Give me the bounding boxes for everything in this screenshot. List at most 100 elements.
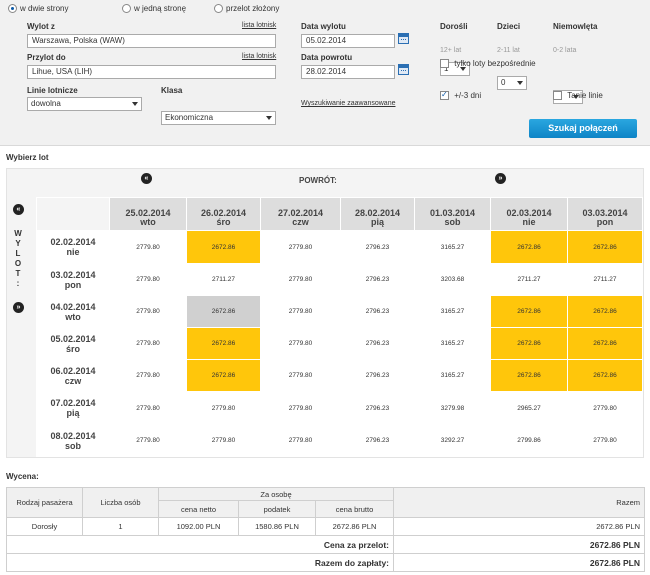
price-cell[interactable]: 2796.23 [340, 230, 415, 264]
price-cell[interactable]: 2779.80 [260, 424, 341, 457]
price-cell[interactable]: 2672.86 [490, 230, 568, 264]
price-cell[interactable]: 2779.80 [109, 424, 187, 457]
departure-vertical-char: Y [15, 239, 21, 248]
price-cell[interactable]: 2779.80 [260, 391, 341, 425]
price-cell[interactable]: 3165.27 [414, 230, 491, 264]
class-select[interactable]: Ekonomiczna [161, 111, 276, 125]
advanced-search-link[interactable]: Wyszukiwanie zaawansowane [301, 100, 396, 107]
price-cell[interactable]: 2796.23 [340, 327, 415, 360]
price-cell[interactable]: 2672.86 [186, 295, 261, 328]
return-date-column: 02.03.2014 nie [490, 197, 568, 231]
price-cell[interactable]: 2779.80 [186, 424, 261, 457]
col-tax: podatek [238, 500, 316, 518]
price-cell[interactable]: 2779.80 [109, 359, 187, 392]
chevron-down-icon [266, 116, 272, 120]
departure-vertical-char: T [15, 269, 21, 278]
prev-return-arrow-icon[interactable]: « [141, 173, 152, 184]
to-input[interactable]: Lihue, USA (LIH) [27, 65, 276, 79]
cheap-lines-option[interactable]: Tanie linie [553, 91, 603, 101]
trip-type-oneway[interactable]: w jedną stronę [122, 4, 186, 15]
price-cell[interactable]: 2796.23 [340, 295, 415, 328]
price-cell[interactable]: 2711.27 [186, 263, 261, 296]
depart-date-input[interactable]: 05.02.2014 [301, 34, 395, 48]
return-date-column: 25.02.2014 wto [109, 197, 187, 231]
to-airports-link[interactable]: lista lotnisk [242, 53, 277, 60]
price-cell[interactable]: 2779.80 [260, 295, 341, 328]
price-cell[interactable]: 2711.27 [490, 263, 568, 296]
col-net: cena netto [158, 500, 239, 518]
row-day: nie [66, 247, 80, 257]
calendar-icon[interactable] [398, 64, 409, 75]
direct-only-option[interactable]: tylko loty bezpośrednie [440, 59, 536, 69]
price-cell[interactable]: 2672.86 [186, 359, 261, 392]
price-cell[interactable]: 2779.80 [260, 263, 341, 296]
price-cell[interactable]: 3292.27 [414, 424, 491, 457]
price-tax: 1580.86 PLN [238, 517, 316, 536]
pricing-row: Dorosły 1 1092.00 PLN 1580.86 PLN 2672.8… [6, 517, 646, 536]
checkbox-icon[interactable] [440, 59, 449, 69]
price-cell[interactable]: 2796.23 [340, 391, 415, 425]
return-date-column: 27.02.2014 czw [260, 197, 341, 231]
price-cell[interactable]: 2672.86 [567, 230, 643, 264]
trip-type-round[interactable]: w dwie strony [8, 4, 68, 15]
price-cell[interactable]: 2779.80 [260, 230, 341, 264]
checkbox-icon[interactable] [440, 90, 449, 101]
chevron-down-icon [517, 81, 523, 85]
price-cell[interactable]: 3165.27 [414, 327, 491, 360]
price-cell[interactable]: 2711.27 [567, 263, 643, 296]
price-cell[interactable]: 2672.86 [567, 295, 643, 328]
from-airports-link[interactable]: lista lotnisk [242, 22, 277, 29]
price-cell[interactable]: 2672.86 [186, 230, 261, 264]
price-cell[interactable]: 2779.80 [567, 424, 643, 457]
price-cell[interactable]: 2779.80 [109, 327, 187, 360]
chevron-down-icon [460, 67, 466, 71]
trip-type-multi[interactable]: przelot złożony [214, 4, 279, 15]
return-date-input[interactable]: 28.02.2014 [301, 65, 395, 79]
next-return-arrow-icon[interactable]: » [495, 173, 506, 184]
price-cell[interactable]: 2779.80 [109, 391, 187, 425]
price-cell[interactable]: 3165.27 [414, 359, 491, 392]
price-cell[interactable]: 3203.68 [414, 263, 491, 296]
price-cell[interactable]: 2779.80 [109, 230, 187, 264]
flex-days-option[interactable]: +/-3 dni [440, 90, 481, 101]
column-day: czw [292, 217, 309, 227]
row-date: 06.02.2014 [50, 365, 96, 376]
children-select[interactable]: 0 [497, 76, 527, 90]
radio-icon[interactable] [214, 4, 223, 13]
price-cell[interactable]: 2799.86 [490, 424, 568, 457]
prev-departure-arrow-icon[interactable]: « [13, 204, 24, 215]
radio-icon[interactable] [8, 4, 17, 13]
radio-icon[interactable] [122, 4, 131, 13]
next-departure-arrow-icon[interactable]: » [13, 302, 24, 313]
price-cell[interactable]: 2779.80 [186, 391, 261, 425]
price-cell[interactable]: 2672.86 [567, 327, 643, 360]
price-cell[interactable]: 3279.98 [414, 391, 491, 425]
calendar-icon[interactable] [398, 33, 409, 44]
price-cell[interactable]: 2965.27 [490, 391, 568, 425]
price-cell[interactable]: 2672.86 [567, 359, 643, 392]
from-input[interactable]: Warszawa, Polska (WAW) [27, 34, 276, 48]
price-cell[interactable]: 2796.23 [340, 359, 415, 392]
search-button[interactable]: Szukaj połączeń [529, 119, 637, 138]
column-date: 26.02.2014 [200, 208, 247, 218]
airlines-select[interactable]: dowolna [27, 97, 142, 111]
price-cell[interactable]: 2779.80 [567, 391, 643, 425]
price-cell[interactable]: 2779.80 [260, 327, 341, 360]
price-cell[interactable]: 2779.80 [260, 359, 341, 392]
price-cell[interactable]: 2672.86 [186, 327, 261, 360]
price-cell[interactable]: 2796.23 [340, 424, 415, 457]
departure-date-row-header: 05.02.2014 śro [36, 327, 110, 360]
price-cell[interactable]: 2672.86 [490, 359, 568, 392]
checkbox-icon[interactable] [553, 91, 562, 101]
select-flight-title: Wybierz lot [6, 153, 49, 162]
children-hint: 2-11 lat [497, 47, 520, 54]
price-cell[interactable]: 3165.27 [414, 295, 491, 328]
column-date: 01.03.2014 [429, 208, 476, 218]
matrix-table: 25.02.2014 wto 26.02.2014 śro 27.02.2014 czw 2… [36, 197, 643, 457]
price-cell[interactable]: 2672.86 [490, 295, 568, 328]
price-cell[interactable]: 2779.80 [109, 263, 187, 296]
price-cell[interactable]: 2779.80 [109, 295, 187, 328]
price-cell[interactable]: 2672.86 [490, 327, 568, 360]
price-cell[interactable]: 2796.23 [340, 263, 415, 296]
